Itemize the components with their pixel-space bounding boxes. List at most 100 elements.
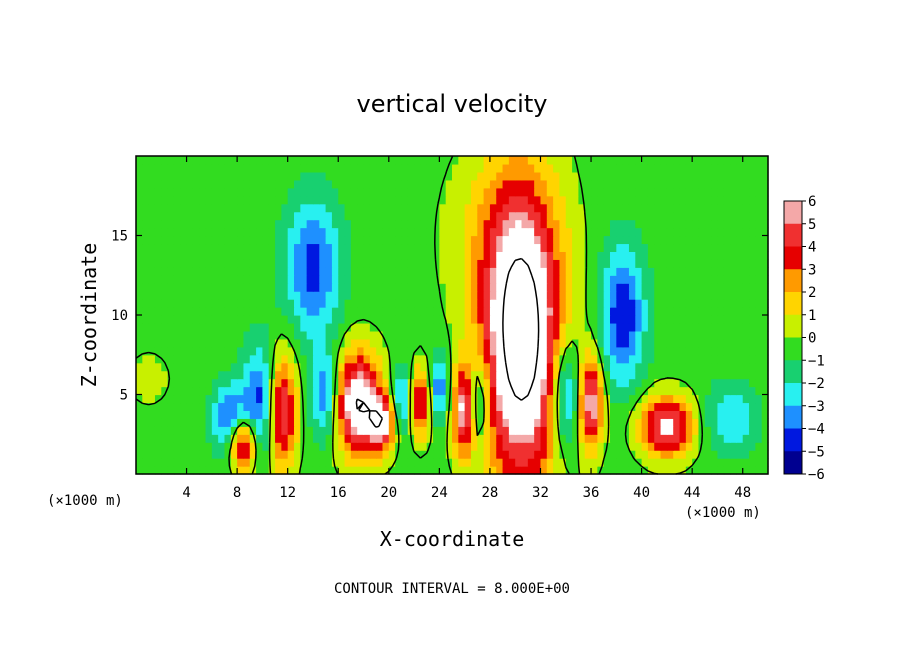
- field-cell: [673, 211, 681, 221]
- field-cell: [489, 275, 497, 284]
- field-cell: [692, 346, 700, 356]
- field-cell: [256, 235, 263, 245]
- field-cell: [673, 171, 681, 181]
- field-cell: [186, 418, 194, 427]
- field-cell: [749, 410, 756, 419]
- field-cell: [610, 410, 617, 419]
- field-cell: [464, 187, 472, 197]
- field-cell: [730, 211, 737, 221]
- field-cell: [211, 354, 219, 364]
- field-cell: [603, 346, 611, 356]
- field-cell: [692, 322, 700, 332]
- field-cell: [376, 156, 384, 165]
- field-cell: [761, 283, 769, 292]
- field-cell: [546, 307, 554, 316]
- field-cell: [211, 370, 219, 380]
- field-cell: [711, 315, 719, 324]
- field-cell: [546, 315, 554, 324]
- field-cell: [312, 434, 320, 443]
- field-cell: [477, 354, 485, 364]
- field-cell: [496, 275, 504, 284]
- field-cell: [622, 346, 630, 356]
- field-cell: [565, 243, 573, 252]
- field-cell: [237, 283, 245, 292]
- field-cell: [256, 378, 263, 388]
- field-cell: [294, 251, 301, 260]
- field-cell: [628, 267, 636, 276]
- field-cell: [433, 458, 440, 467]
- field-cell: [489, 251, 497, 260]
- field-cell: [660, 307, 668, 316]
- field-cell: [489, 195, 497, 205]
- field-cell: [205, 402, 213, 411]
- field-cell: [458, 235, 466, 245]
- field-cell: [761, 426, 769, 435]
- field-cell: [312, 362, 320, 372]
- field-cell: [173, 338, 181, 348]
- field-cell: [382, 251, 390, 260]
- field-cell: [350, 378, 358, 388]
- field-cell: [489, 163, 497, 173]
- field-cell: [603, 322, 611, 332]
- field-cell: [534, 235, 542, 245]
- field-cell: [211, 251, 219, 260]
- field-cell: [338, 179, 346, 189]
- field-cell: [730, 219, 737, 229]
- field-cell: [755, 315, 763, 324]
- field-cell: [243, 330, 251, 340]
- field-cell: [452, 307, 459, 316]
- field-cell: [572, 211, 579, 221]
- field-cell: [306, 187, 314, 197]
- field-cell: [641, 322, 649, 332]
- field-cell: [433, 171, 440, 181]
- field-cell: [521, 442, 529, 451]
- field-cell: [173, 179, 181, 189]
- field-cell: [496, 219, 504, 229]
- field-cell: [445, 203, 453, 213]
- field-cell: [350, 442, 358, 451]
- field-cell: [502, 354, 510, 364]
- field-cell: [616, 195, 624, 205]
- field-cell: [458, 267, 466, 276]
- field-cell: [515, 466, 523, 475]
- field-cell: [591, 291, 598, 300]
- field-cell: [742, 418, 750, 427]
- field-cell: [534, 378, 542, 388]
- field-cell: [294, 219, 301, 229]
- field-cell: [736, 434, 744, 443]
- field-cell: [610, 156, 617, 165]
- field-cell: [679, 338, 687, 348]
- field-cell: [237, 179, 245, 189]
- field-cell: [173, 378, 181, 388]
- field-cell: [565, 163, 573, 173]
- field-cell: [521, 370, 529, 380]
- field-cell: [186, 187, 194, 197]
- field-cell: [647, 163, 655, 173]
- field-cell: [591, 307, 598, 316]
- field-cell: [161, 259, 169, 268]
- field-cell: [628, 187, 636, 197]
- field-cell: [319, 283, 327, 292]
- field-cell: [603, 203, 611, 213]
- field-cell: [211, 187, 219, 197]
- field-cell: [243, 386, 251, 396]
- field-cell: [363, 315, 371, 324]
- field-cell: [546, 156, 554, 165]
- field-cell: [237, 259, 245, 268]
- field-cell: [685, 346, 693, 356]
- field-cell: [180, 354, 188, 364]
- field-cell: [426, 227, 434, 237]
- field-cell: [565, 354, 573, 364]
- field-cell: [205, 362, 213, 372]
- field-cell: [641, 203, 649, 213]
- field-cell: [388, 171, 396, 181]
- field-cell: [173, 346, 181, 356]
- field-cell: [338, 156, 346, 165]
- field-cell: [148, 187, 156, 197]
- field-cell: [458, 275, 466, 284]
- field-cell: [294, 283, 301, 292]
- field-cell: [730, 251, 737, 260]
- field-cell: [439, 315, 447, 324]
- field-cell: [395, 315, 403, 324]
- field-cell: [489, 362, 497, 372]
